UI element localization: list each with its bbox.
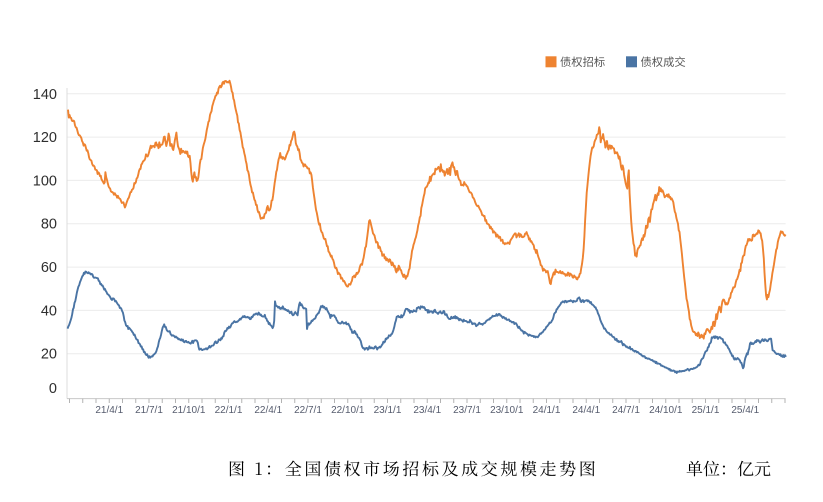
svg-text:23/7/1: 23/7/1 <box>453 405 481 416</box>
svg-text:图 1：全国债权市场招标及成交规模走势图: 图 1：全国债权市场招标及成交规模走势图 <box>228 455 598 480</box>
svg-text:债权成交: 债权成交 <box>641 54 686 70</box>
svg-text:80: 80 <box>41 217 57 233</box>
svg-text:22/4/1: 22/4/1 <box>254 405 282 416</box>
svg-text:24/7/1: 24/7/1 <box>612 405 640 416</box>
svg-text:23/1/1: 23/1/1 <box>374 405 402 416</box>
svg-text:22/1/1: 22/1/1 <box>215 405 243 416</box>
svg-text:60: 60 <box>41 260 57 276</box>
svg-text:23/10/1: 23/10/1 <box>490 405 524 416</box>
svg-text:24/4/1: 24/4/1 <box>572 405 600 416</box>
svg-text:40: 40 <box>41 303 57 319</box>
svg-text:债权招标: 债权招标 <box>560 54 605 70</box>
svg-text:120: 120 <box>33 130 57 146</box>
svg-text:24/10/1: 24/10/1 <box>649 405 683 416</box>
svg-text:20: 20 <box>41 347 57 363</box>
svg-text:21/7/1: 21/7/1 <box>135 405 163 416</box>
svg-text:22/7/1: 22/7/1 <box>294 405 322 416</box>
svg-text:22/10/1: 22/10/1 <box>331 405 365 416</box>
svg-text:21/10/1: 21/10/1 <box>172 405 206 416</box>
svg-text:100: 100 <box>33 173 57 189</box>
svg-text:0: 0 <box>49 381 57 397</box>
svg-text:25/1/1: 25/1/1 <box>692 405 720 416</box>
svg-text:140: 140 <box>33 87 57 103</box>
svg-text:25/4/1: 25/4/1 <box>731 405 759 416</box>
svg-text:24/1/1: 24/1/1 <box>533 405 561 416</box>
svg-text:单位：亿元: 单位：亿元 <box>686 455 771 480</box>
svg-text:23/4/1: 23/4/1 <box>413 405 441 416</box>
svg-text:21/4/1: 21/4/1 <box>95 405 123 416</box>
